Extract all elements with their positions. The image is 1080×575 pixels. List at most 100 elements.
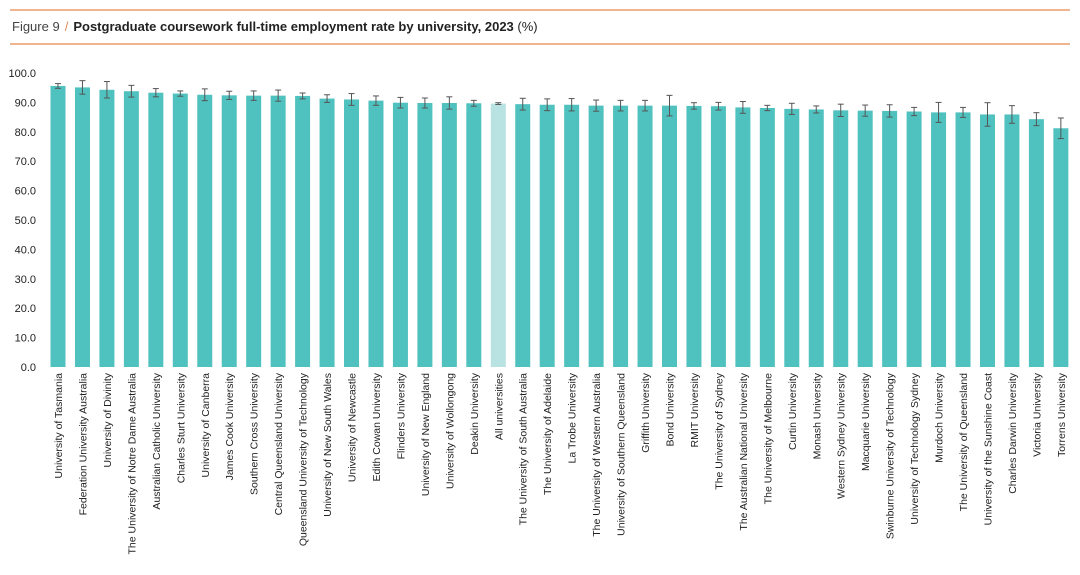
x-tick-label: RMIT University [689, 372, 701, 447]
bar [74, 87, 90, 367]
x-tick-label: All universities [493, 373, 505, 440]
x-tick-label: Murdoch University [934, 372, 946, 463]
bar [417, 102, 433, 367]
x-tick-label: University of New England [420, 373, 432, 496]
x-tick-label: University of Technology Sydney [909, 372, 921, 524]
y-tick-label: 80.0 [15, 127, 36, 139]
x-tick-label: Victoria University [1031, 372, 1043, 457]
x-tick-label: The University of South Australia [518, 373, 530, 525]
x-tick-label: The University of Queensland [958, 373, 970, 511]
y-tick-label: 70.0 [15, 156, 36, 168]
bar [833, 110, 849, 367]
bar [784, 108, 800, 368]
bar [319, 98, 335, 367]
x-tick-label: Charles Sturt University [175, 372, 187, 483]
title-rule [10, 43, 1070, 45]
bar [221, 95, 237, 368]
bar [99, 89, 115, 368]
bar [613, 105, 629, 367]
bar [148, 92, 164, 367]
title-unit: (%) [517, 19, 538, 34]
x-tick-label: Flinders University [395, 372, 407, 459]
bar [955, 112, 971, 368]
bar [931, 112, 947, 368]
bar [344, 99, 360, 368]
bar [246, 95, 262, 367]
x-tick-label: Curtin University [787, 372, 799, 450]
top-rule [10, 9, 1070, 11]
x-tick-label: Western Sydney University [836, 372, 848, 499]
bar [857, 110, 873, 367]
x-tick-label: James Cook University [224, 372, 236, 480]
bar [392, 102, 408, 367]
bar [979, 114, 995, 367]
bar [539, 104, 555, 367]
x-tick-label: The University of Adelaide [542, 373, 554, 495]
bar [686, 105, 702, 367]
y-tick-label: 90.0 [15, 97, 36, 109]
bar [490, 103, 506, 368]
y-tick-label: 20.0 [15, 303, 36, 315]
x-tick-label: Griffith University [640, 372, 652, 452]
chart-title: Postgraduate coursework full-time employ… [73, 19, 514, 34]
x-tick-label: Edith Cowan University [371, 372, 383, 481]
x-tick-label: University of Canberra [200, 373, 212, 478]
bar [172, 93, 188, 367]
y-tick-label: 100.0 [8, 68, 36, 80]
x-tick-label: Swinburne University of Technology [885, 372, 897, 539]
bar [564, 104, 580, 367]
bar [759, 107, 775, 368]
y-tick-label: 30.0 [15, 274, 36, 286]
x-tick-label: The University of Western Australia [591, 373, 603, 537]
bar [1004, 114, 1020, 367]
bar [270, 95, 286, 367]
x-tick-label: The University of Melbourne [762, 373, 774, 504]
x-tick-label: Federation University Australia [77, 373, 89, 516]
title-separator: / [64, 19, 69, 34]
bar [197, 94, 213, 368]
bar [466, 103, 482, 368]
x-tick-label: Australian Catholic University [151, 372, 163, 509]
x-tick-label: Bond University [665, 372, 677, 446]
x-tick-label: University of Divinity [102, 372, 114, 467]
x-tick-label: University of Newcastle [347, 373, 359, 482]
x-tick-label: Queensland University of Technology [298, 372, 310, 546]
x-tick-label: University of the Sunshine Coast [982, 373, 994, 525]
x-tick-label: The Australian National University [738, 372, 750, 530]
x-tick-label: The University of Notre Dame Australia [126, 373, 138, 555]
figure-number: Figure 9 [12, 19, 60, 34]
x-tick-label: Southern Cross University [249, 372, 261, 495]
x-tick-label: The University of Sydney [713, 372, 725, 489]
bar [441, 102, 457, 367]
bar [1028, 119, 1044, 368]
y-tick-label: 50.0 [15, 215, 36, 227]
bar [50, 85, 66, 367]
y-tick-label: 60.0 [15, 186, 36, 198]
bar [515, 104, 531, 367]
x-tick-label: Deakin University [469, 372, 481, 454]
figure-title: Figure 9 / Postgraduate coursework full-ti… [12, 19, 538, 34]
bar [735, 107, 751, 367]
bar [637, 105, 653, 367]
y-tick-label: 0.0 [21, 362, 36, 374]
x-tick-label: Torrens University [1056, 372, 1068, 457]
x-tick-label: University of New South Wales [322, 373, 334, 517]
x-tick-label: Charles Darwin University [1007, 372, 1019, 494]
bar [662, 105, 677, 367]
y-tick-label: 40.0 [15, 244, 36, 256]
x-tick-label: Macquarie University [860, 372, 872, 471]
bar [295, 95, 311, 367]
x-tick-label: Central Queensland University [273, 372, 285, 515]
bar [808, 109, 824, 368]
bar [368, 100, 384, 368]
x-tick-label: La Trobe University [567, 372, 579, 463]
bar [588, 105, 604, 367]
x-tick-label: University of Tasmania [53, 373, 65, 479]
bar [123, 91, 139, 367]
bar [882, 110, 898, 368]
x-tick-label: University of Wollongong [444, 373, 456, 489]
bar [1053, 128, 1069, 367]
x-tick-label: Monash University [811, 372, 823, 459]
